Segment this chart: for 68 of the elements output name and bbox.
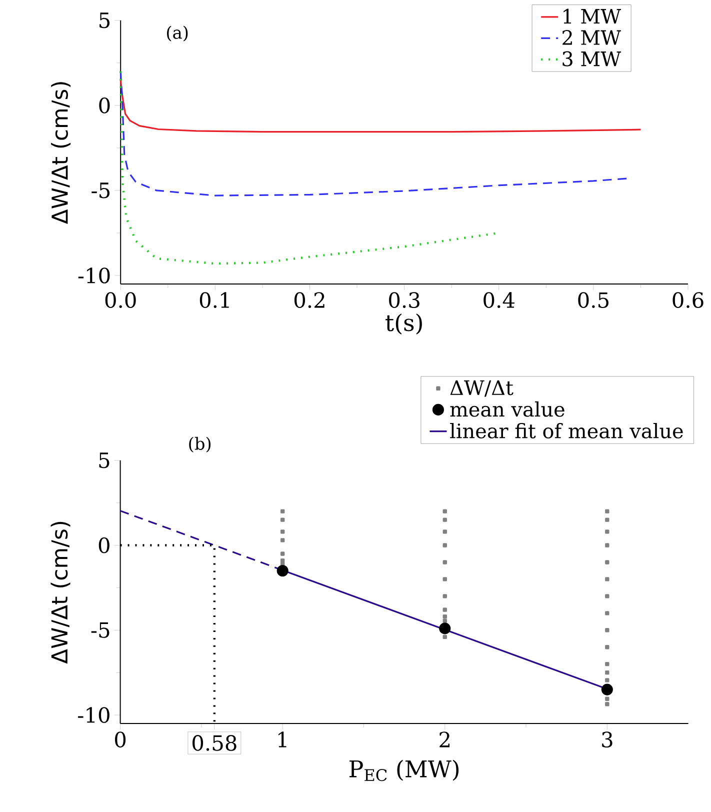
point [442,614,447,619]
x-tick-label: 2 [440,732,450,748]
point [280,538,285,542]
point [280,530,285,534]
point [605,577,610,582]
legend-label: 2 MW [562,30,622,45]
y-tick-label: 0 [98,537,110,554]
y-tick-label: -10 [78,707,110,723]
point [442,560,447,564]
point [605,509,610,514]
legend-label: 3 MW [562,51,622,66]
x-tick-label: 0 [115,732,126,748]
point [442,543,447,548]
x-tick-label: 0.5 [578,292,608,308]
y-axis-title: ΔW/Δt (cm/s) [51,82,71,224]
point [442,530,447,534]
y-tick-label: -10 [78,268,110,284]
point [442,518,447,522]
x-tick-label: 0.4 [484,292,514,308]
point [605,518,610,522]
y-axis-title: ΔW/Δt (cm/s) [50,522,70,664]
legend-label: linear fit of mean value [450,423,683,438]
point [605,594,610,598]
point [442,509,447,514]
point [442,634,447,640]
x-tick-label: 1 [278,732,286,748]
y-tick-label: 5 [100,12,110,28]
point [442,594,447,598]
point [280,518,285,522]
point [605,628,610,632]
line-series [120,70,628,196]
point [605,670,610,675]
y-tick-label: 0 [99,98,110,114]
y-tick-label: -5 [91,622,110,638]
point [605,543,610,548]
point [280,558,285,563]
point [442,608,447,612]
point [605,530,610,534]
point [442,577,447,582]
point [605,702,610,706]
point [605,696,610,701]
y-tick-label: 5 [99,452,110,468]
x-tick-label: 0.0 [105,292,136,308]
point [276,564,288,577]
x-tick-label: 0.58 [192,735,236,751]
point [280,509,285,514]
legend-label: 1 MW [564,8,622,24]
x-tick-label: 0.3 [389,292,420,308]
legend-label: ΔW/Δt [450,380,514,397]
point [442,618,447,623]
x-tick-label: 0.2 [294,292,324,308]
point [605,662,610,666]
legend-label: mean value [450,401,564,417]
point [601,684,613,696]
point [439,622,451,634]
annotation: (a) [167,26,188,42]
point [280,552,285,556]
x-tick-label: 0.6 [672,292,704,308]
x-tick-label: 0.1 [200,292,229,308]
y-tick-label: -5 [92,182,110,198]
x-axis-title: P$_{EC}$ (MW) [350,760,459,782]
x-tick-label: 3 [602,732,612,748]
point [605,645,610,650]
text: (b) [189,436,211,452]
x-axis-title: t(s) [386,313,422,334]
point [605,678,610,682]
point [605,560,610,564]
point [605,611,610,616]
